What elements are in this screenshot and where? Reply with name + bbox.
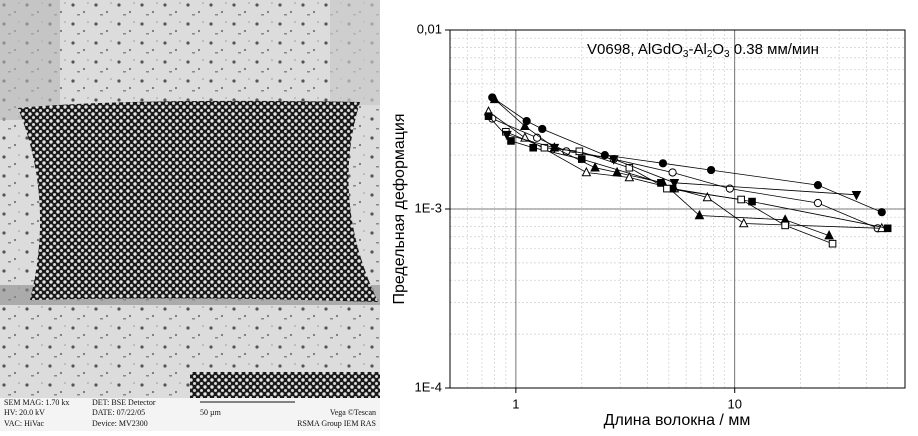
marker <box>702 191 713 202</box>
y-tick-label: 1E-3 <box>415 200 442 215</box>
marker <box>502 130 512 141</box>
series-line <box>505 131 833 245</box>
series-line <box>488 111 882 229</box>
annotation-part: V0698, AlGdO <box>587 41 683 58</box>
marker <box>581 166 592 177</box>
plot-frame <box>449 29 906 389</box>
info-text: Device: MV2300 <box>92 419 148 428</box>
info-strip <box>0 398 380 431</box>
series-line <box>488 115 888 229</box>
annotation-part: 3 <box>724 49 730 60</box>
annotation-part: -Al <box>688 41 706 58</box>
info-text: VAC: HiVac <box>4 419 45 428</box>
marker <box>851 191 862 201</box>
info-text: RSMA Group IEM RAS <box>297 419 376 428</box>
marker <box>828 239 837 248</box>
marker <box>694 209 705 220</box>
marker <box>706 165 716 175</box>
marker <box>658 159 668 168</box>
info-text: HV: 20.0 kV <box>4 408 45 417</box>
series-line <box>492 118 878 229</box>
marker <box>520 120 530 131</box>
marker <box>781 221 789 230</box>
marker <box>625 163 634 172</box>
marker <box>748 197 756 206</box>
marker <box>507 137 515 145</box>
marker <box>575 147 584 156</box>
micrograph-shade <box>0 0 60 120</box>
marker <box>489 93 500 104</box>
marker <box>577 155 586 163</box>
marker <box>668 168 677 177</box>
eutectic-region <box>18 100 378 302</box>
marker <box>824 230 834 240</box>
marker <box>484 112 493 120</box>
marks <box>483 93 892 248</box>
marker <box>590 162 600 172</box>
x-axis-label: Длина волокна / мм <box>604 412 751 429</box>
info-text: DET: BSE Detector <box>92 398 156 407</box>
y-tick-label: 1E-4 <box>415 379 442 394</box>
marker <box>657 179 665 187</box>
marker <box>813 180 823 190</box>
micrograph: SEM MAG: 1.70 kx HV: 20.0 kV VAC: HiVac … <box>0 0 380 431</box>
marker <box>608 155 619 165</box>
marker <box>540 143 549 152</box>
marker <box>813 198 823 208</box>
marker <box>624 171 635 182</box>
annotation-part: 0.38 мм/мин <box>730 41 819 58</box>
annotation-part: 2 <box>707 49 713 60</box>
grid <box>445 29 905 393</box>
marker <box>669 179 680 189</box>
marker <box>883 224 892 233</box>
marker <box>538 124 547 134</box>
annotation-part: 3 <box>683 49 689 60</box>
marker <box>663 184 671 193</box>
info-text: SEM MAG: 1.70 kx <box>4 398 69 407</box>
marker <box>549 143 560 154</box>
info-text: DATE: 07/22/05 <box>92 408 145 417</box>
y-axis-label: Предельная деформация <box>391 113 408 304</box>
series-line <box>506 134 857 196</box>
eutectic-region <box>190 372 380 398</box>
annotation-part: O <box>712 41 724 58</box>
marker <box>877 208 886 217</box>
micrograph-shade <box>330 0 380 105</box>
x-tick-label: 10 <box>727 396 741 411</box>
x-tick-label: 1 <box>512 396 519 411</box>
info-text: Vega ©Tescan <box>330 408 376 417</box>
annotation: V0698, AlGdO3-Al2O3 0.38 мм/мин <box>587 41 819 60</box>
series-line <box>494 99 830 236</box>
marker <box>737 195 745 204</box>
y-tick-label: 0,01 <box>417 21 442 36</box>
scale-label: 50 µm <box>200 408 222 417</box>
marker <box>529 143 538 152</box>
marker <box>738 217 749 228</box>
